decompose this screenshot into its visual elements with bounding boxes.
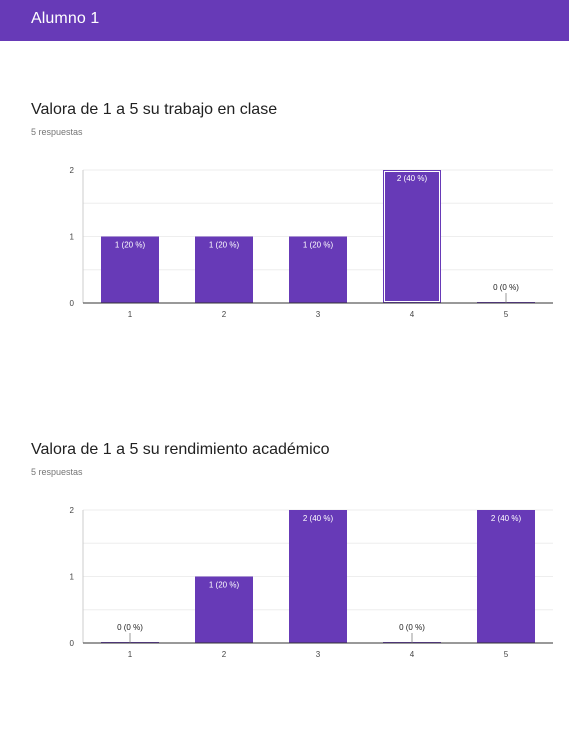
bar-highlight xyxy=(384,171,440,302)
bar[interactable] xyxy=(383,170,441,303)
x-tick-label: 4 xyxy=(410,310,415,319)
bar[interactable] xyxy=(101,236,159,304)
bar-value-label: 2 (40 %) xyxy=(397,174,428,183)
bar-value-label: 1 (20 %) xyxy=(115,241,146,250)
header-bar: Alumno 1 xyxy=(0,0,569,41)
x-tick-label: 4 xyxy=(410,650,415,659)
x-tick-label: 5 xyxy=(504,650,509,659)
bar[interactable] xyxy=(195,576,253,644)
response-count: 5 respuestas xyxy=(31,467,83,477)
y-tick-label: 0 xyxy=(70,299,75,308)
y-tick-label: 2 xyxy=(70,166,75,175)
question-title: Valora de 1 a 5 su trabajo en clase xyxy=(31,101,278,118)
x-tick-label: 1 xyxy=(128,650,133,659)
y-tick-label: 2 xyxy=(70,506,75,515)
bar-value-label: 0 (0 %) xyxy=(117,623,143,632)
x-tick-label: 1 xyxy=(128,310,133,319)
x-tick-label: 5 xyxy=(504,310,509,319)
bar[interactable] xyxy=(477,510,535,643)
bar-value-label: 0 (0 %) xyxy=(399,623,425,632)
bar-value-label: 0 (0 %) xyxy=(493,283,519,292)
bar-value-label: 1 (20 %) xyxy=(209,241,240,250)
bar-value-label: 1 (20 %) xyxy=(209,581,240,590)
bar-value-label: 2 (40 %) xyxy=(491,514,522,523)
bar-value-label: 2 (40 %) xyxy=(303,514,334,523)
page-title: Alumno 1 xyxy=(31,10,100,27)
x-tick-label: 3 xyxy=(316,650,321,659)
x-tick-label: 2 xyxy=(222,650,227,659)
bar[interactable] xyxy=(195,236,253,304)
x-tick-label: 2 xyxy=(222,310,227,319)
x-tick-label: 3 xyxy=(316,310,321,319)
bar-value-label: 1 (20 %) xyxy=(303,241,334,250)
bar-chart-1: 0 1 2 1 (20 %) 1 1 (20 %) 2 1 (20 %) 3 2 (40 %) 4 0… xyxy=(70,166,553,319)
bar[interactable] xyxy=(289,236,347,304)
y-tick-label: 0 xyxy=(70,639,75,648)
y-tick-label: 1 xyxy=(70,233,75,242)
question-title: Valora de 1 a 5 su rendimiento académico xyxy=(31,441,330,458)
bar-chart-2: 0 1 2 0 (0 %) 1 1 (20 %) 2 2 (40 %) 3 0 (0 %) 4 2 (… xyxy=(70,506,553,659)
bar[interactable] xyxy=(289,510,347,643)
response-count: 5 respuestas xyxy=(31,127,83,137)
y-tick-label: 1 xyxy=(70,573,75,582)
